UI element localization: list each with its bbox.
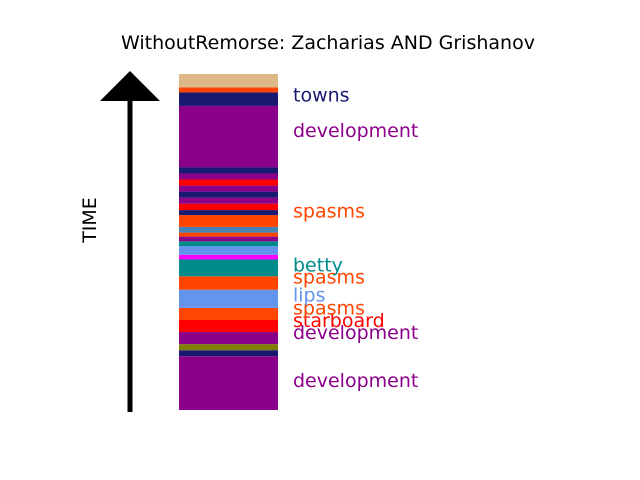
segment-label: development [293, 120, 418, 142]
segment-label: spasms [293, 200, 365, 222]
segment-label: spasms [293, 298, 365, 320]
bar-segment [179, 87, 278, 93]
bar-segment [179, 289, 278, 308]
segment-label: development [293, 370, 418, 392]
segment-label: towns [293, 84, 350, 106]
segment-label: spasms [293, 266, 365, 288]
bar-segment [179, 276, 278, 290]
bar-segment [179, 259, 278, 277]
bar-segment [179, 74, 278, 88]
timeline-bar [179, 74, 278, 410]
segment-label: betty [293, 254, 343, 276]
bar-segment [179, 185, 278, 192]
chart-title: WithoutRemorse: Zacharias AND Grishanov [121, 32, 535, 54]
time-axis: TIME [79, 71, 160, 412]
timeline-labels: developmentdevelopmentstarboardspasmslip… [293, 84, 418, 392]
bar-segment [179, 307, 278, 320]
y-axis-label: TIME [79, 197, 101, 244]
bar-segment [179, 92, 278, 106]
segment-label: development [293, 322, 418, 344]
bar-segment [179, 203, 278, 211]
time-arrow-head [100, 71, 160, 101]
bar-segment [179, 167, 278, 174]
bar-segment [179, 197, 278, 204]
bar-segment [179, 236, 278, 242]
bar-segment [179, 319, 278, 333]
bar-segment [179, 344, 278, 351]
bar-segment [179, 332, 278, 345]
bar-segment [179, 105, 278, 168]
bar-segment [179, 246, 278, 255]
bar-segment [179, 356, 278, 410]
bar-segment [179, 254, 278, 260]
bar-segment [179, 241, 278, 247]
bar-segment [179, 215, 278, 227]
bar-segment [179, 232, 278, 237]
bar-segment [179, 226, 278, 233]
bar-segment [179, 173, 278, 180]
bar-segment [179, 179, 278, 186]
bar-segment [179, 210, 278, 216]
segment-label: starboard [293, 310, 385, 332]
segment-label: lips [293, 284, 326, 306]
bar-segment [179, 191, 278, 198]
bar-segment [179, 350, 278, 357]
